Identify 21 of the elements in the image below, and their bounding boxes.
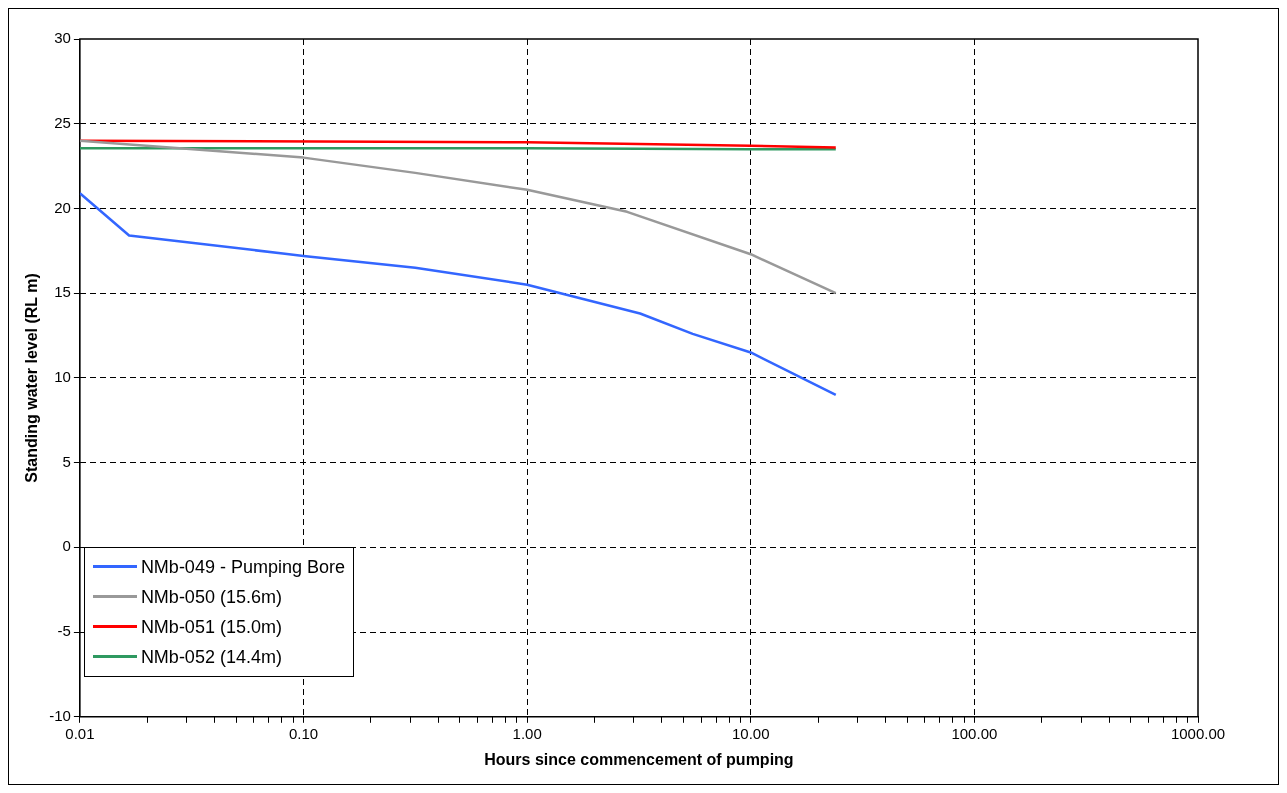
y-tick-label: 0 bbox=[62, 537, 71, 555]
x-tick-label: 1.00 bbox=[512, 724, 542, 742]
legend-label: NMb-050 (15.6m) bbox=[140, 585, 282, 609]
y-axis-title: Standing water level (RL m) bbox=[23, 273, 41, 483]
y-tick-label: 30 bbox=[54, 29, 71, 47]
y-tick-label: 25 bbox=[54, 113, 71, 131]
y-tick-label: 5 bbox=[62, 452, 71, 470]
y-tick-label: 15 bbox=[54, 283, 71, 301]
legend-label: NMb-049 - Pumping Bore bbox=[140, 555, 345, 579]
legend-label: NMb-051 (15.0m) bbox=[140, 615, 282, 639]
y-tick-label: -5 bbox=[57, 622, 71, 640]
y-tick-label: 10 bbox=[54, 368, 71, 386]
legend-label: NMb-052 (14.4m) bbox=[140, 645, 282, 669]
x-axis-title: Hours since commencement of pumping bbox=[484, 750, 794, 768]
y-tick-label: 20 bbox=[54, 198, 71, 216]
x-tick-label: 100.00 bbox=[951, 724, 998, 742]
x-tick-label: 0.01 bbox=[65, 724, 95, 742]
y-tick-label: -10 bbox=[49, 706, 71, 724]
x-tick-label: 10.00 bbox=[731, 724, 770, 742]
x-tick-label: 1000.00 bbox=[1170, 724, 1226, 742]
x-tick-label: 0.10 bbox=[288, 724, 319, 742]
